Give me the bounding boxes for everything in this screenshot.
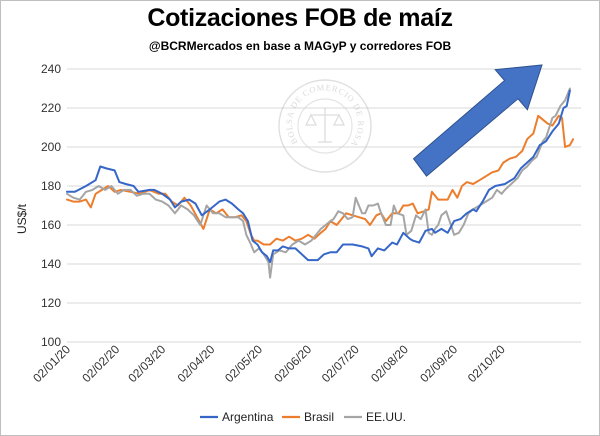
chart-title: Cotizaciones FOB de maíz	[147, 4, 453, 32]
x-tick-label: 02/04/20	[175, 342, 218, 385]
scales-icon	[304, 108, 346, 143]
y-tick-label: 100	[41, 335, 61, 349]
y-tick-label: 240	[41, 62, 61, 76]
x-tick-label: 02/10/20	[465, 342, 508, 385]
x-tick-label: 02/06/20	[271, 342, 314, 385]
legend: Argentina Brasil EE.UU.	[200, 410, 406, 424]
y-tick-label: 220	[41, 101, 61, 115]
legend-label-eeuu: EE.UU.	[366, 410, 406, 424]
x-tick-label: 02/05/20	[222, 342, 265, 385]
x-tick-label: 02/03/20	[125, 342, 168, 385]
y-tick-label: 120	[41, 296, 61, 310]
y-tick-label: 200	[41, 140, 61, 154]
y-tick-label: 160	[41, 218, 61, 232]
y-tick-label: 180	[41, 179, 61, 193]
legend-label-argentina: Argentina	[222, 410, 274, 424]
y-axis-label: US$/t	[15, 203, 29, 234]
y-tick-label: 140	[41, 257, 61, 271]
x-tick-label: 02/08/20	[368, 342, 411, 385]
x-tick-label: 02/02/20	[79, 342, 122, 385]
series-line-eeuu	[66, 87, 571, 279]
x-tick-label: 02/07/20	[319, 342, 362, 385]
series-lines	[66, 87, 575, 279]
series-line-argentina	[66, 89, 571, 264]
y-axis-ticks: 100 120 140 160 180 200 220 240	[41, 62, 61, 349]
chart-subtitle: @BCRMercados en base a MAGyP y corredore…	[148, 39, 452, 53]
x-axis-ticks: 02/01/20 02/02/20 02/03/20 02/04/20 02/05/20…	[30, 342, 508, 385]
x-tick-label: 02/09/20	[417, 342, 460, 385]
legend-label-brasil: Brasil	[304, 410, 334, 424]
trend-arrow	[412, 64, 543, 177]
